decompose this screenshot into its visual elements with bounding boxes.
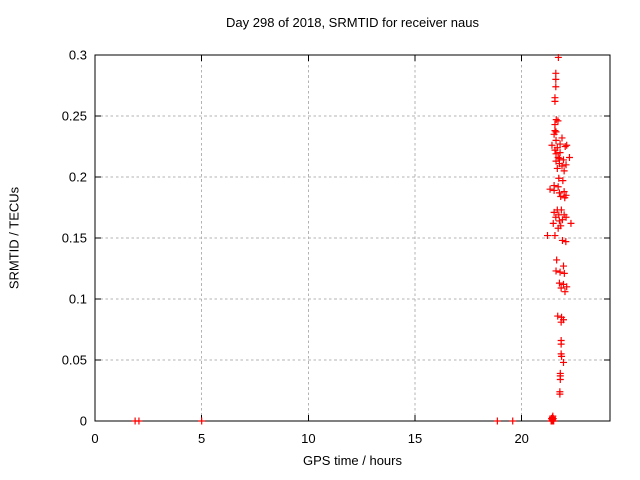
data-point-marker bbox=[551, 127, 559, 135]
data-point-marker bbox=[552, 83, 560, 91]
data-point-marker bbox=[556, 140, 564, 148]
data-point-marker bbox=[551, 97, 559, 105]
data-point-marker bbox=[555, 279, 563, 287]
data-point-marker bbox=[552, 75, 560, 83]
data-point-marker bbox=[557, 318, 565, 326]
data-point-marker bbox=[557, 206, 565, 214]
data-point-marker bbox=[556, 149, 564, 157]
x-axis-label: GPS time / hours bbox=[303, 453, 402, 468]
data-point-marker bbox=[554, 312, 562, 320]
data-point-marker bbox=[563, 141, 571, 149]
data-point-marker bbox=[552, 136, 560, 144]
data-point-marker bbox=[557, 284, 565, 292]
data-point-marker bbox=[548, 141, 556, 149]
data-point-marker bbox=[560, 167, 568, 175]
data-point-marker bbox=[556, 376, 564, 384]
data-point-marker bbox=[561, 288, 569, 296]
data-point-marker bbox=[549, 219, 557, 227]
data-point-marker bbox=[198, 417, 206, 425]
data-point-marker bbox=[554, 153, 562, 161]
data-point-marker bbox=[558, 352, 566, 360]
data-point-marker bbox=[552, 213, 560, 221]
data-point-marker bbox=[552, 69, 560, 77]
data-point-marker bbox=[557, 193, 565, 201]
data-point-marker bbox=[555, 189, 563, 197]
y-tick-label: 0.1 bbox=[69, 292, 87, 307]
data-point-marker bbox=[554, 224, 562, 232]
data-point-marker bbox=[561, 194, 569, 202]
data-point-marker bbox=[558, 162, 566, 170]
chart-title: Day 298 of 2018, SRMTID for receiver nau… bbox=[226, 15, 479, 30]
data-point-marker bbox=[562, 213, 570, 221]
data-point-marker bbox=[556, 390, 564, 398]
data-point-marker bbox=[559, 262, 567, 270]
data-point-marker bbox=[558, 134, 566, 142]
data-point-marker bbox=[557, 340, 565, 348]
data-point-marker bbox=[493, 417, 501, 425]
x-tick-label: 0 bbox=[91, 431, 98, 446]
data-point-marker bbox=[560, 188, 568, 196]
y-tick-label: 0.15 bbox=[62, 231, 87, 246]
data-point-marker bbox=[562, 161, 570, 169]
data-point-marker bbox=[553, 164, 561, 172]
data-point-marker bbox=[550, 208, 558, 216]
y-tick-label: 0.2 bbox=[69, 170, 87, 185]
data-point-marker bbox=[546, 185, 554, 193]
data-point-marker bbox=[550, 130, 558, 138]
data-point-marker bbox=[559, 177, 567, 185]
data-point-marker bbox=[550, 186, 558, 194]
data-point-marker bbox=[565, 153, 573, 161]
data-point-marker bbox=[559, 358, 567, 366]
data-point-marker bbox=[135, 417, 143, 425]
x-tick-label: 10 bbox=[301, 431, 315, 446]
x-tick-label: 5 bbox=[198, 431, 205, 446]
data-point-marker bbox=[553, 256, 561, 264]
data-point-marker bbox=[552, 116, 560, 124]
data-point-marker bbox=[555, 174, 563, 182]
data-point-marker bbox=[560, 269, 568, 277]
x-tick-label: 20 bbox=[514, 431, 528, 446]
data-point-marker bbox=[558, 236, 566, 244]
x-tick-label: 15 bbox=[408, 431, 422, 446]
data-point-marker bbox=[554, 183, 562, 191]
y-tick-label: 0.3 bbox=[69, 48, 87, 63]
data-point-marker bbox=[563, 283, 571, 291]
data-point-marker bbox=[554, 53, 562, 61]
data-point-marker bbox=[555, 217, 563, 225]
data-point-marker bbox=[567, 219, 575, 227]
data-point-marker bbox=[543, 232, 551, 240]
data-point-marker bbox=[558, 216, 566, 224]
data-point-marker bbox=[554, 117, 562, 125]
data-point-marker bbox=[551, 146, 559, 154]
data-point-marker bbox=[552, 150, 560, 158]
data-point-marker bbox=[556, 268, 564, 276]
y-tick-label: 0 bbox=[80, 414, 87, 429]
data-point-marker bbox=[509, 417, 517, 425]
y-tick-label: 0.25 bbox=[62, 109, 87, 124]
data-point-marker bbox=[551, 121, 559, 129]
data-point-marker bbox=[562, 238, 570, 246]
data-point-marker bbox=[552, 267, 560, 275]
data-point-marker bbox=[548, 416, 556, 424]
data-point-marker bbox=[559, 156, 567, 164]
data-point-marker bbox=[549, 412, 557, 420]
data-point-marker bbox=[561, 143, 569, 150]
data-point-marker bbox=[550, 417, 558, 425]
data-point-marker bbox=[551, 232, 559, 240]
y-tick-label: 0.05 bbox=[62, 353, 87, 368]
